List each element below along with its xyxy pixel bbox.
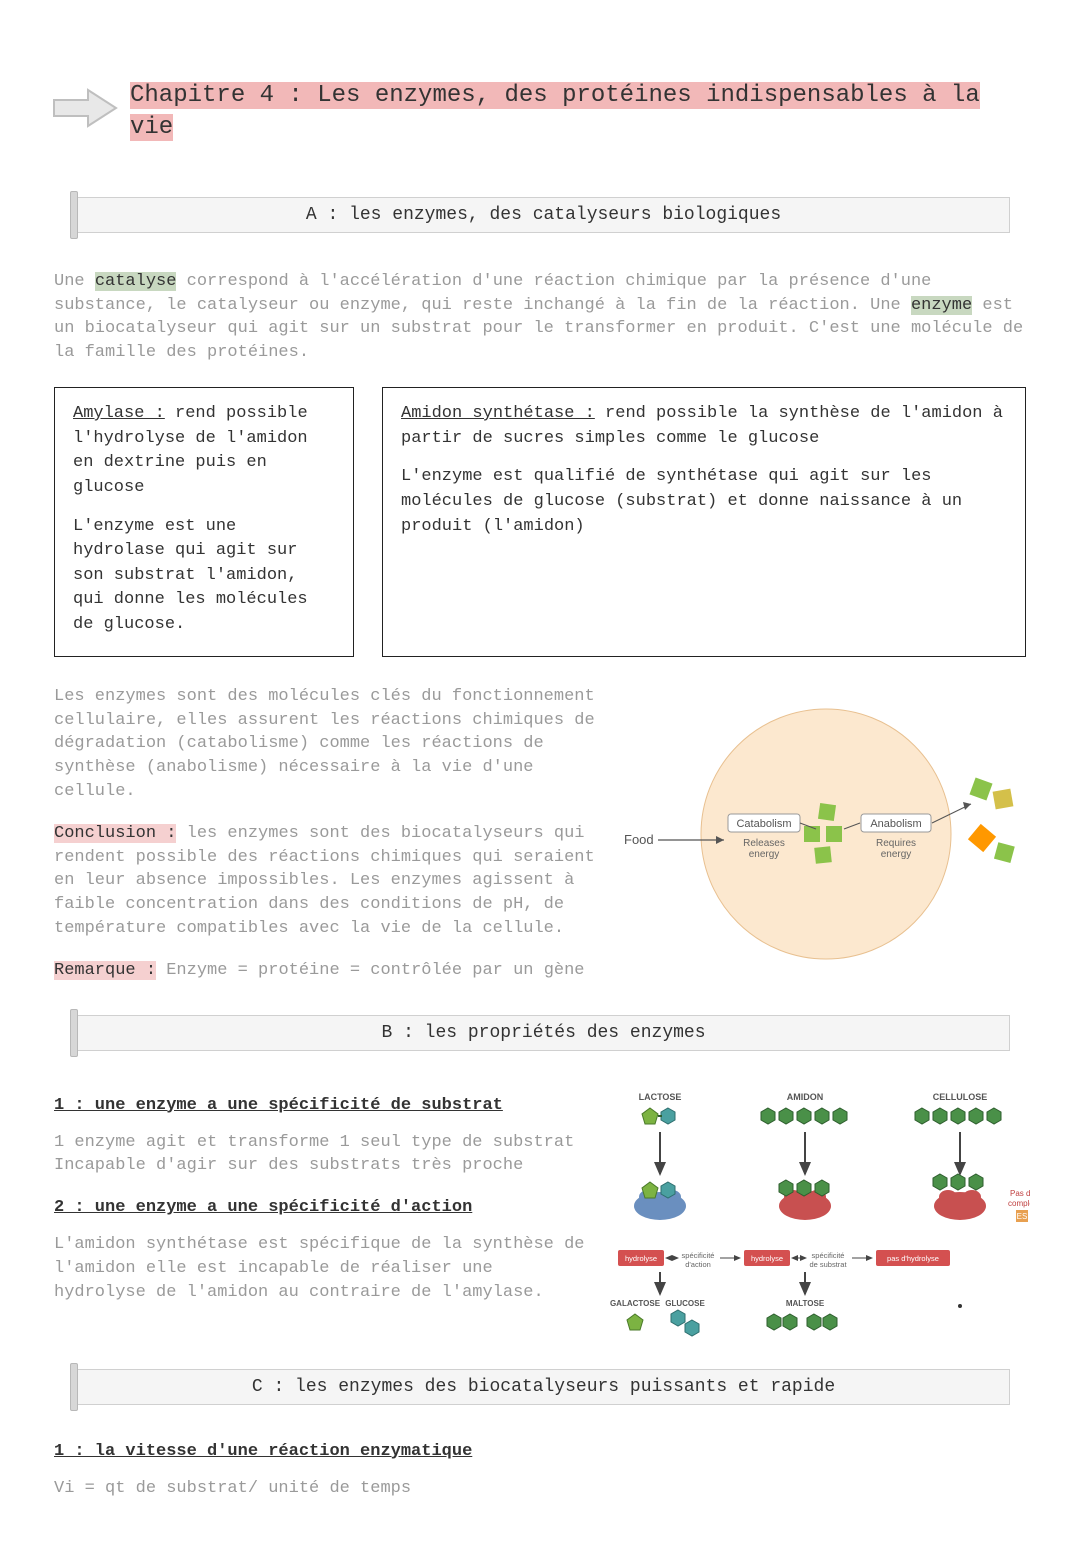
- banner-body: B : les propriétés des enzymes: [78, 1015, 1010, 1051]
- chapter-title-text: Chapitre 4 : Les enzymes, des protéines …: [130, 82, 980, 141]
- svg-text:AMIDON: AMIDON: [787, 1092, 824, 1102]
- banner-body: C : les enzymes des biocatalyseurs puiss…: [78, 1369, 1010, 1405]
- intro-paragraph: Une catalyse correspond à l'accélération…: [54, 270, 1026, 365]
- section-b-banner: B : les propriétés des enzymes: [70, 1013, 1010, 1053]
- section-c-banner: C : les enzymes des biocatalyseurs puiss…: [70, 1367, 1010, 1407]
- svg-text:Anabolism: Anabolism: [870, 818, 921, 830]
- svg-text:GLUCOSE: GLUCOSE: [665, 1299, 705, 1308]
- banner-handle: [70, 1363, 78, 1411]
- formula-vi: Vi = qt de substrat/ unité de temps: [54, 1479, 1026, 1498]
- svg-text:energy: energy: [749, 849, 780, 860]
- metabolism-diagram: Food Catabolism Releases energy Anabolis…: [616, 685, 1026, 983]
- t: Une: [54, 272, 95, 291]
- svg-text:Requires: Requires: [876, 838, 916, 849]
- section-b-text: 1 : une enzyme a une spécificité de subs…: [50, 1088, 590, 1353]
- synthetase-box: Amidon synthétase : rend possible la syn…: [382, 387, 1026, 657]
- para-conclusion: Conclusion : les enzymes sont des biocat…: [54, 822, 596, 941]
- sub-b2-text: L'amidon synthétase est spécifique de la…: [54, 1233, 586, 1304]
- svg-text:pas d'hydrolyse: pas d'hydrolyse: [887, 1254, 939, 1263]
- t: correspond à l'accélération d'une réacti…: [54, 272, 931, 315]
- svg-text:LACTASE: LACTASE: [641, 1226, 679, 1235]
- svg-text:MALTOSE: MALTOSE: [786, 1299, 825, 1308]
- synthetase-title: Amidon synthétase :: [401, 404, 595, 423]
- svg-text:de substrat: de substrat: [809, 1260, 847, 1269]
- svg-text:spécificité: spécificité: [682, 1251, 715, 1260]
- svg-text:hydrolyse: hydrolyse: [751, 1254, 783, 1263]
- svg-text:AMYLASE: AMYLASE: [940, 1226, 980, 1235]
- amylase-box: Amylase : rend possible l'hydrolyse de l…: [54, 387, 354, 657]
- sub-b1-title: 1 : une enzyme a une spécificité de subs…: [54, 1096, 586, 1115]
- section-a-heading: A : les enzymes, des catalyseurs biologi…: [306, 205, 781, 225]
- synthetase-line2: L'enzyme est qualifié de synthétase qui …: [401, 465, 1007, 539]
- para-remarque: Remarque : Enzyme = protéine = contrôlée…: [54, 959, 596, 983]
- highlight-catalyse: catalyse: [95, 272, 177, 291]
- section-b-content: 1 : une enzyme a une spécificité de subs…: [50, 1088, 1030, 1353]
- specificity-diagram: LACTOSE AMIDON CELLULOSE LACTAS: [600, 1088, 1030, 1353]
- section-a-banner: A : les enzymes, des catalyseurs biologi…: [70, 195, 1010, 235]
- conclusion-label: Conclusion :: [54, 824, 176, 843]
- svg-text:Pas de: Pas de: [1010, 1189, 1030, 1198]
- svg-text:Releases: Releases: [743, 838, 785, 849]
- svg-text:AMYLASE: AMYLASE: [785, 1226, 825, 1235]
- svg-text:Catabolism: Catabolism: [736, 818, 791, 830]
- section-c-heading: C : les enzymes des biocatalyseurs puiss…: [252, 1377, 835, 1397]
- chapter-title: Chapitre 4 : Les enzymes, des protéines …: [130, 80, 1030, 145]
- svg-text:LACTOSE: LACTOSE: [639, 1092, 682, 1102]
- svg-text:ES: ES: [1017, 1212, 1028, 1221]
- remarque-text: Enzyme = protéine = contrôlée par un gèn…: [156, 961, 584, 980]
- amylase-line2: L'enzyme est une hydrolase qui agit sur …: [73, 515, 335, 638]
- sub-b1-text: 1 enzyme agit et transforme 1 seul type …: [54, 1131, 586, 1179]
- remarque-label: Remarque :: [54, 961, 156, 980]
- para-cell-function: Les enzymes sont des molécules clés du f…: [54, 685, 596, 804]
- metabolism-text-col: Les enzymes sont des molécules clés du f…: [54, 685, 596, 983]
- banner-handle: [70, 191, 78, 239]
- food-label: Food: [624, 832, 654, 847]
- svg-text:d'action: d'action: [685, 1260, 711, 1269]
- metabolism-row: Les enzymes sont des molécules clés du f…: [54, 685, 1026, 983]
- svg-text:hydrolyse: hydrolyse: [625, 1254, 657, 1263]
- sub-b2-title: 2 : une enzyme a une spécificité d'actio…: [54, 1198, 586, 1217]
- svg-text:complexe: complexe: [1008, 1199, 1030, 1208]
- chapter-header: Chapitre 4 : Les enzymes, des protéines …: [50, 80, 1030, 145]
- highlight-enzyme: enzyme: [911, 296, 972, 315]
- svg-text:CELLULOSE: CELLULOSE: [933, 1092, 988, 1102]
- enzyme-boxes-row: Amylase : rend possible l'hydrolyse de l…: [54, 387, 1026, 657]
- svg-text:energy: energy: [881, 849, 912, 860]
- section-b-heading: B : les propriétés des enzymes: [381, 1023, 705, 1043]
- banner-handle: [70, 1009, 78, 1057]
- amylase-title: Amylase :: [73, 404, 165, 423]
- sub-c1-title: 1 : la vitesse d'une réaction enzymatiqu…: [54, 1442, 1026, 1461]
- svg-text:GALACTOSE: GALACTOSE: [610, 1299, 661, 1308]
- svg-text:spécificité: spécificité: [812, 1251, 845, 1260]
- banner-body: A : les enzymes, des catalyseurs biologi…: [78, 197, 1010, 233]
- title-arrow-icon: [50, 80, 130, 135]
